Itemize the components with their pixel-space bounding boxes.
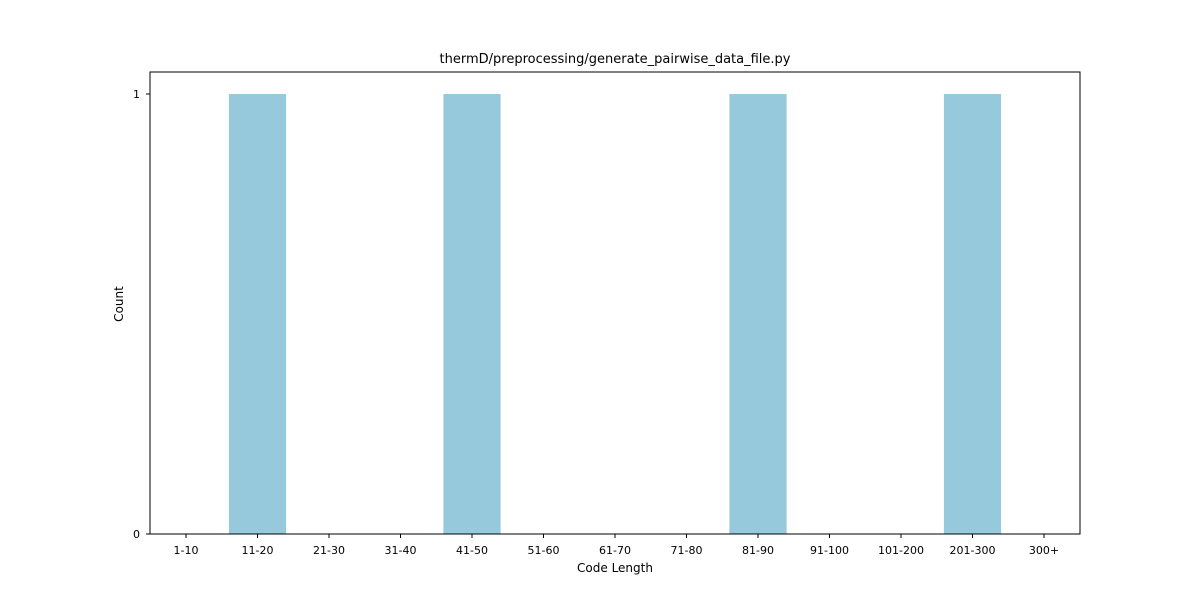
x-tick-label: 11-20 [242, 544, 274, 557]
bar-81-90 [729, 94, 787, 534]
y-axis-label: Count [112, 286, 126, 322]
x-tick-label: 41-50 [456, 544, 488, 557]
bar-11-20 [228, 94, 287, 534]
y-tick-label: 1 [133, 88, 140, 101]
x-tick-label: 31-40 [385, 544, 417, 557]
y-tick-label: 0 [133, 528, 140, 541]
x-tick-label: 61-70 [599, 544, 631, 557]
x-tick-label: 1-10 [174, 544, 199, 557]
x-axis-label: Code Length [577, 561, 653, 575]
x-tick-label: 201-300 [950, 544, 996, 557]
bar-41-50 [443, 94, 501, 534]
plot-frame [149, 71, 1081, 535]
x-tick-label: 71-80 [671, 544, 703, 557]
x-tick-label: 81-90 [742, 544, 774, 557]
chart-title: thermD/preprocessing/generate_pairwise_d… [440, 52, 791, 67]
x-tick-label: 101-200 [878, 544, 924, 557]
x-tick-label: 51-60 [528, 544, 560, 557]
x-tick-label: 300+ [1029, 544, 1059, 557]
x-tick-label: 91-100 [810, 544, 849, 557]
bar-201-300 [943, 94, 1002, 534]
x-tick-label: 21-30 [313, 544, 345, 557]
y-axis-ticks: 01 [133, 88, 150, 541]
bars-group [228, 94, 1002, 534]
x-axis-ticks: 1-10 11-20 21-30 31-40 41-50 51-60 61-70 71-80 8… [174, 534, 1059, 557]
